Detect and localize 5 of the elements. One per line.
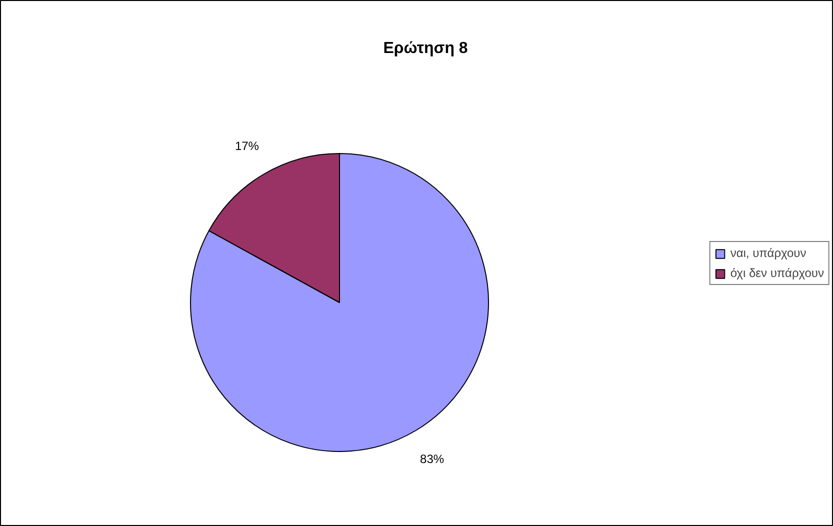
data-label: 17% [234, 139, 260, 154]
chart-title: Ερώτηση 8 [383, 40, 468, 57]
legend-label: ναι, υπάρχουν [730, 246, 806, 260]
data-label: 83% [420, 452, 444, 466]
legend-label: όχι δεν υπάρχουν [730, 266, 824, 280]
